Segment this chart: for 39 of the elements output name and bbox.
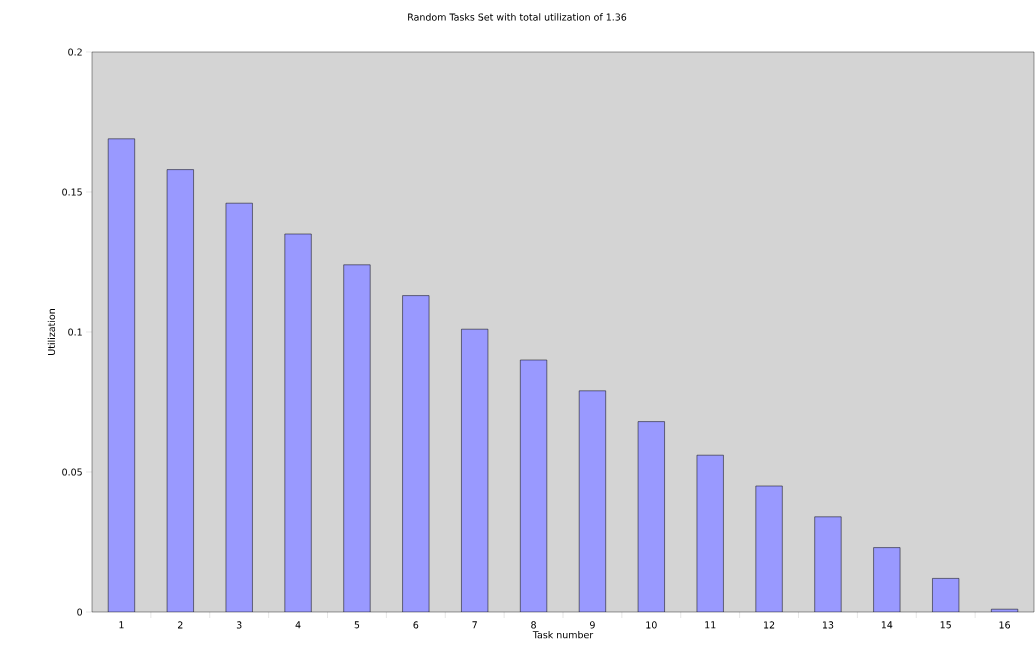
bar [873, 547, 901, 612]
y-axis-title: Utilization [47, 309, 56, 355]
bar [225, 202, 253, 612]
x-tick-label: 3 [236, 621, 242, 629]
x-tick-label: 5 [354, 621, 360, 629]
x-tick-label: 15 [940, 621, 951, 629]
x-tick-label: 16 [999, 621, 1010, 629]
bar [637, 421, 665, 612]
y-tick-label: 0.15 [62, 188, 82, 196]
bar [461, 328, 489, 612]
y-tick-label: 0.2 [68, 48, 82, 56]
bar [343, 264, 371, 612]
x-tick-label: 2 [177, 621, 183, 629]
bar [932, 578, 960, 612]
x-tick-label: 1 [119, 621, 124, 629]
bar [755, 485, 783, 612]
chart-title: Random Tasks Set with total utilization of 1.36 [408, 13, 627, 21]
bar [814, 516, 842, 612]
bar [107, 138, 135, 612]
x-tick-label: 6 [413, 621, 419, 629]
x-tick-label: 7 [472, 621, 477, 629]
bar [696, 454, 724, 612]
x-tick-label: 14 [881, 621, 893, 629]
bar [578, 390, 606, 612]
x-axis-title: Task number [532, 631, 594, 639]
x-tick-label: 11 [705, 621, 716, 629]
x-tick-label: 13 [822, 621, 834, 629]
bar [402, 295, 430, 612]
x-tick-label: 10 [646, 621, 657, 629]
x-tick-label: 8 [531, 621, 536, 629]
x-tick-label: 4 [295, 621, 301, 629]
y-tick-label: 0.05 [62, 468, 82, 476]
x-tick-label: 12 [764, 621, 775, 629]
x-tick-label: 9 [590, 621, 595, 629]
y-tick-label: 0.1 [68, 328, 82, 336]
bar [166, 169, 194, 612]
bar [520, 359, 548, 612]
y-tick-label: 0 [77, 608, 83, 616]
bar [284, 233, 312, 612]
